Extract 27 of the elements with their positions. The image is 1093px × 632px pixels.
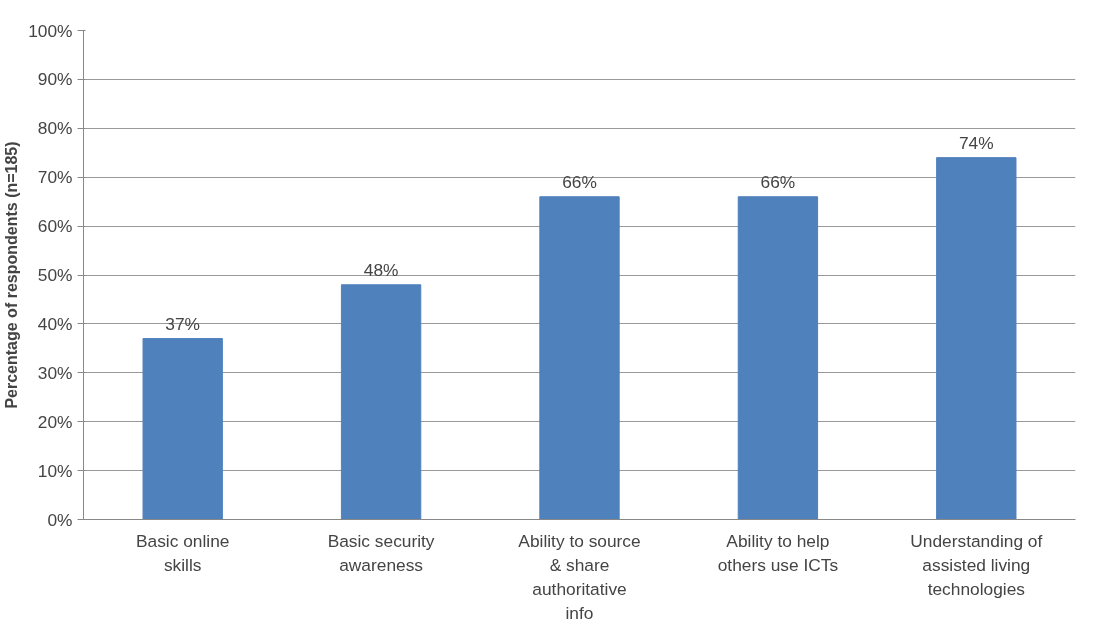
bar <box>340 284 422 520</box>
data-label: 37% <box>165 313 201 334</box>
data-label: 48% <box>363 259 399 280</box>
y-tick-label: 60% <box>37 216 73 237</box>
x-tick-label: Basic online skills <box>135 530 230 575</box>
y-tick-label: 90% <box>37 69 73 90</box>
y-tick-label: 10% <box>37 460 73 481</box>
y-tick-label: 100% <box>28 20 73 41</box>
bar <box>936 157 1017 520</box>
y-tick-label: 80% <box>37 118 73 139</box>
x-tick-label: Basic security awareness <box>327 530 435 575</box>
y-tick-label: 30% <box>37 362 73 383</box>
y-tick-label: 0% <box>47 509 73 530</box>
y-tick-label: 20% <box>37 411 73 432</box>
data-label: 66% <box>562 171 597 192</box>
x-tick-label: Ability to source & share authoritative info <box>518 530 641 623</box>
bar <box>142 338 223 520</box>
data-label: 74% <box>958 132 994 153</box>
y-tick-label: 70% <box>37 167 73 188</box>
y-tick-label: 40% <box>37 313 73 334</box>
y-axis-title: Percentage of respondents (n=185) <box>3 141 21 409</box>
bar <box>539 196 620 520</box>
x-tick-label: Understanding of assisted living technologies <box>910 530 1043 599</box>
x-tick-label: Ability to help others use ICTs <box>717 530 839 575</box>
bar <box>737 196 819 520</box>
data-label: 66% <box>760 171 796 192</box>
y-tick-label: 50% <box>37 265 73 285</box>
